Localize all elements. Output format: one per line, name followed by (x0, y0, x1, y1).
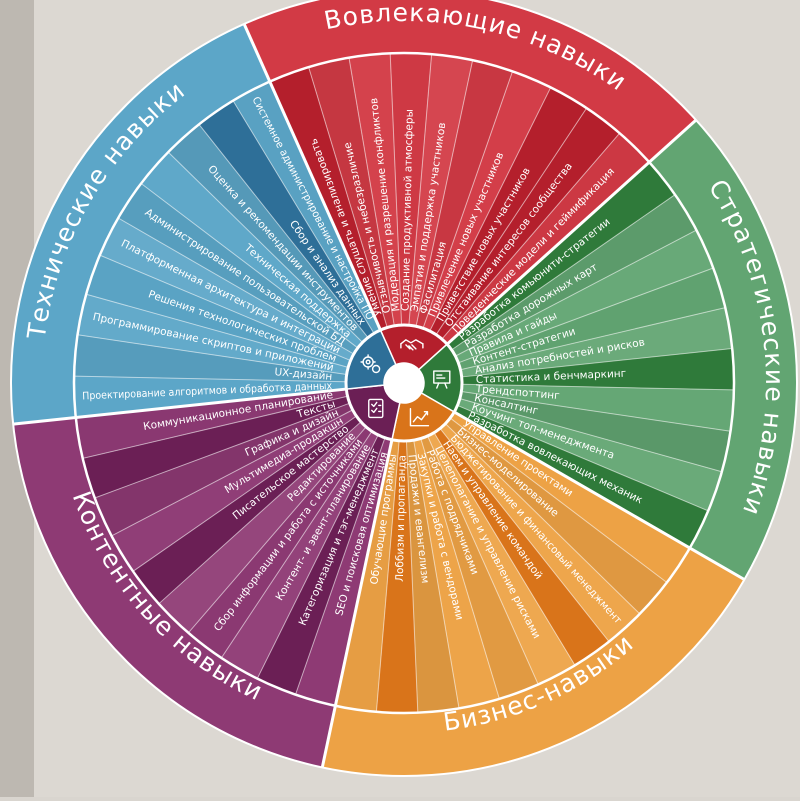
skill-sector (74, 334, 347, 382)
skill-label: Лоббизм и пропаганда (394, 455, 409, 582)
skill-sector (457, 398, 722, 511)
skill-sector (390, 52, 432, 326)
skill-sector (111, 409, 357, 572)
growth-chart-icon (409, 408, 430, 427)
skill-sector (188, 426, 372, 658)
skill-sector (376, 440, 418, 713)
category-band-engaging (244, 0, 697, 163)
skill-sector (413, 438, 500, 709)
category-band-technical (11, 23, 270, 425)
skill-sectors (74, 52, 734, 713)
skill-sector (82, 396, 350, 499)
skill-label: Создание продуктивной атмосферы (400, 109, 416, 311)
skill-sector (308, 57, 395, 328)
checklist-icon (368, 398, 384, 419)
skill-sector (233, 81, 381, 334)
skill-sector (420, 435, 539, 699)
skill-sector (450, 412, 690, 583)
skill-sector (455, 230, 714, 363)
skill-sector (295, 437, 392, 706)
strategy-board-icon (433, 370, 451, 389)
skill-sector (445, 418, 667, 614)
skill-sector (436, 108, 620, 340)
skill-sector (408, 54, 473, 327)
category-bands (11, 0, 797, 776)
skill-sector (133, 416, 361, 604)
skill-sector (86, 255, 351, 368)
skill-sector (406, 440, 460, 713)
category-band-content (13, 417, 336, 768)
sector-dividers (10, 0, 798, 777)
skill-sector (461, 348, 734, 390)
skill-sector (461, 384, 734, 432)
skill-sector (459, 391, 731, 472)
skill-sector (158, 421, 367, 633)
skill-sector (460, 307, 733, 377)
category-band-strategic (649, 120, 797, 580)
skill-sector (94, 403, 353, 536)
hub-center (384, 363, 424, 403)
skill-sector (221, 431, 379, 679)
skill-sector (335, 439, 400, 712)
skill-label: UX-дизайн (274, 366, 333, 383)
skill-sector (99, 218, 354, 361)
skill-sector (75, 389, 348, 459)
skill-sector (429, 87, 587, 335)
center-hub (344, 323, 464, 443)
skill-sector (454, 405, 709, 548)
skill-sector (427, 432, 575, 685)
skill-sector (458, 267, 726, 370)
skill-sector (447, 162, 675, 350)
skill-sector (451, 194, 697, 357)
skill-sector (434, 428, 609, 666)
skill-sector (199, 100, 374, 338)
skill-sector (77, 294, 349, 375)
skill-sector (168, 124, 368, 343)
skill-sector (118, 183, 358, 354)
skill-sector (348, 53, 402, 326)
skill-sector (269, 67, 388, 331)
skill-sector (257, 434, 385, 695)
gears-icon (360, 354, 381, 374)
skill-sector (74, 376, 347, 418)
skill-sector (440, 423, 640, 642)
category-band-business (322, 548, 745, 776)
skill-sector (423, 71, 551, 332)
skill-sector (441, 133, 650, 345)
skill-sector (416, 60, 513, 329)
handshake-icon (400, 339, 424, 351)
skill-sector (141, 152, 363, 348)
